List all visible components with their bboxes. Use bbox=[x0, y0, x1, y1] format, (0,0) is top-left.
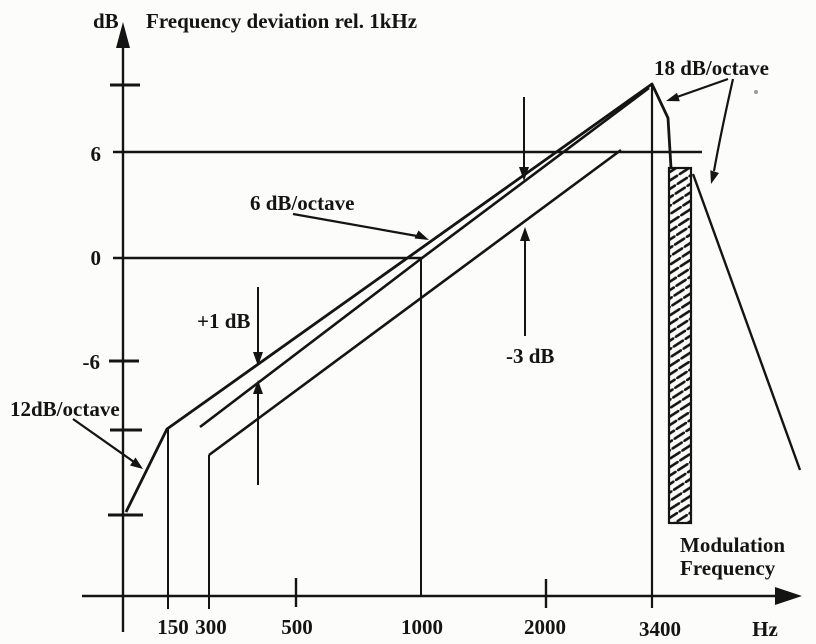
x-axis-caption: Modulation Frequency bbox=[680, 533, 785, 580]
modulation-frequency-label-line1: Modulation bbox=[680, 533, 785, 557]
arrowhead-icon bbox=[666, 92, 680, 102]
tolerance-plus1db: +1 dB bbox=[197, 287, 263, 485]
slope-12db-pointer bbox=[72, 418, 135, 463]
up-arrowhead-icon bbox=[253, 380, 263, 394]
y-tick-label-6: 6 bbox=[91, 142, 102, 166]
nominal-response-line bbox=[199, 86, 650, 429]
slope-6db-label: 6 dB/octave bbox=[250, 191, 354, 215]
chart-title: Frequency deviation rel. 1kHz bbox=[146, 9, 417, 33]
y-axis: dB 6 0 -6 bbox=[83, 9, 143, 632]
rolloff-wall bbox=[667, 166, 693, 525]
arrowhead-icon bbox=[414, 230, 429, 240]
x-tick-label-150: 150 bbox=[157, 615, 189, 639]
slope-18db-pointer-to-wall bbox=[712, 78, 735, 172]
x-tick-label-300: 300 bbox=[195, 615, 227, 639]
x-tick-label-3400: 3400 bbox=[639, 617, 681, 641]
x-tick-label-2000: 2000 bbox=[524, 615, 566, 639]
lower-limit-line bbox=[208, 148, 622, 457]
x-axis-unit-label: Hz bbox=[752, 617, 778, 641]
annotation-18db-octave: 18 dB/octave bbox=[654, 56, 769, 184]
slope-6db-pointer bbox=[292, 212, 418, 238]
gridlines bbox=[113, 84, 702, 609]
slope-12db-label: 12dB/octave bbox=[10, 397, 120, 421]
scan-dot bbox=[754, 90, 758, 94]
rolloff-slope-line bbox=[691, 173, 802, 471]
slope-18db-label: 18 dB/octave bbox=[654, 56, 769, 80]
arrowhead-icon bbox=[710, 170, 719, 184]
down-arrowhead-icon bbox=[253, 352, 263, 366]
tolerance-plus1db-label: +1 dB bbox=[197, 309, 250, 333]
arrowhead-icon bbox=[130, 457, 143, 469]
y-axis-unit-label: dB bbox=[93, 9, 119, 33]
tolerance-minus3db: -3 dB bbox=[506, 97, 554, 368]
up-arrowhead-icon bbox=[520, 227, 530, 241]
x-tick-label-500: 500 bbox=[281, 615, 313, 639]
modulation-frequency-label-line2: Frequency bbox=[680, 556, 776, 580]
upper-limit-line bbox=[124, 82, 673, 513]
y-tick-label-minus6: -6 bbox=[83, 350, 101, 374]
tolerance-minus3db-label: -3 dB bbox=[506, 344, 554, 368]
annotation-6db-octave: 6 dB/octave bbox=[250, 191, 429, 240]
annotation-12db-octave: 12dB/octave bbox=[10, 397, 143, 469]
y-axis-arrowhead-icon bbox=[116, 22, 130, 48]
hatched-wall bbox=[667, 166, 693, 525]
down-arrowhead-icon bbox=[519, 167, 529, 181]
y-tick-label-0: 0 bbox=[91, 246, 102, 270]
slope-18db-pointer-to-peak bbox=[676, 77, 729, 99]
mask-lines bbox=[124, 82, 802, 513]
x-axis-arrowhead-icon bbox=[775, 587, 802, 605]
x-axis: 150 300 500 1000 2000 3400 Hz bbox=[82, 578, 802, 641]
x-tick-label-1000: 1000 bbox=[401, 615, 443, 639]
